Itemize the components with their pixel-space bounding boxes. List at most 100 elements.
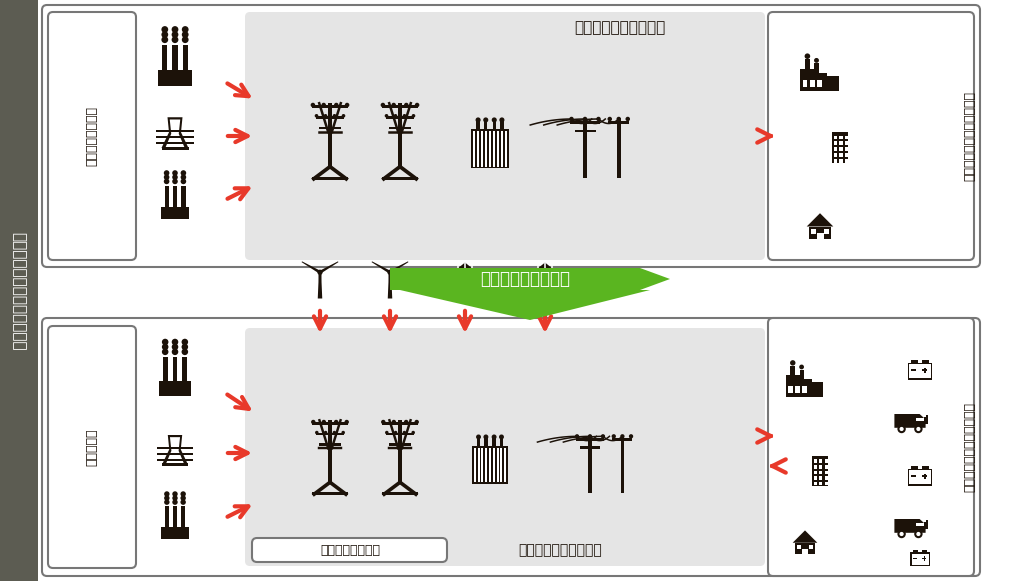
Bar [389,443,411,446]
Bar [157,459,193,461]
Circle shape [172,36,178,43]
Polygon shape [388,272,391,293]
Bar [583,119,587,178]
Bar [471,130,509,168]
Circle shape [334,420,338,424]
Bar [182,357,187,383]
Bar [797,546,801,549]
Circle shape [341,431,345,435]
Circle shape [611,434,615,439]
Bar [162,526,188,539]
Circle shape [897,425,906,433]
Circle shape [334,103,339,107]
Bar [162,45,167,72]
Bar [493,131,495,167]
Circle shape [172,31,178,38]
Bar [805,59,810,70]
Bar [845,147,849,151]
Bar [398,420,401,483]
Circle shape [180,170,186,176]
Bar [476,121,480,131]
Bar [501,131,503,167]
Bar [159,381,191,396]
Circle shape [412,114,416,117]
Circle shape [172,174,178,180]
Bar [485,131,487,167]
Bar [319,443,341,446]
Bar [814,482,817,486]
Polygon shape [318,272,322,293]
Bar [926,520,928,522]
Circle shape [164,170,169,176]
Bar [312,177,348,180]
Bar [922,550,927,553]
Bar [165,185,169,208]
Circle shape [607,117,612,121]
Bar [811,229,816,234]
Text: 旧一般電気事業者: 旧一般電気事業者 [85,106,98,166]
Bar [834,147,837,151]
Bar [608,120,630,124]
FancyBboxPatch shape [42,318,980,576]
Polygon shape [528,263,561,289]
Circle shape [162,36,168,43]
Bar [621,436,625,493]
Circle shape [626,117,630,121]
Circle shape [164,178,169,184]
Bar [925,417,928,424]
Circle shape [394,431,397,435]
Bar [500,437,503,447]
Bar [819,465,822,469]
Circle shape [182,36,188,43]
Bar [926,415,928,418]
Bar [802,548,808,554]
Bar [493,447,495,482]
Circle shape [402,431,407,435]
Bar [616,119,621,178]
Circle shape [172,26,178,33]
Bar [845,153,849,157]
Bar [481,447,483,482]
Polygon shape [793,530,817,543]
Bar [796,386,800,393]
Bar [923,475,928,477]
Bar [925,368,926,373]
Circle shape [181,339,188,345]
Bar [493,437,496,447]
Circle shape [914,425,923,433]
Circle shape [180,178,186,184]
Bar [824,229,829,234]
Bar [909,364,931,378]
Bar [315,116,344,119]
Bar [161,207,189,219]
Bar [312,493,347,495]
FancyBboxPatch shape [768,318,974,576]
Polygon shape [807,213,834,227]
Circle shape [162,349,168,355]
Bar [497,447,499,482]
Bar [814,460,817,463]
Bar [814,465,817,469]
Bar [923,466,929,469]
Circle shape [492,117,497,123]
Circle shape [805,53,810,59]
Bar [329,103,332,168]
Circle shape [180,492,186,497]
Polygon shape [166,437,184,465]
Text: 電力システムの変化と民主化: 電力システムの変化と民主化 [11,232,27,350]
Bar [612,437,633,440]
Polygon shape [302,261,321,274]
Bar [791,365,795,376]
Polygon shape [894,414,926,428]
Bar [907,363,933,380]
Polygon shape [162,117,188,148]
Circle shape [164,492,170,497]
Circle shape [476,435,481,439]
Bar [497,131,499,167]
Bar [845,141,849,145]
Text: 電力システムの変化: 電力システムの変化 [480,270,570,288]
Circle shape [317,270,323,275]
Circle shape [483,117,488,123]
Circle shape [162,339,168,345]
Bar [819,471,822,474]
